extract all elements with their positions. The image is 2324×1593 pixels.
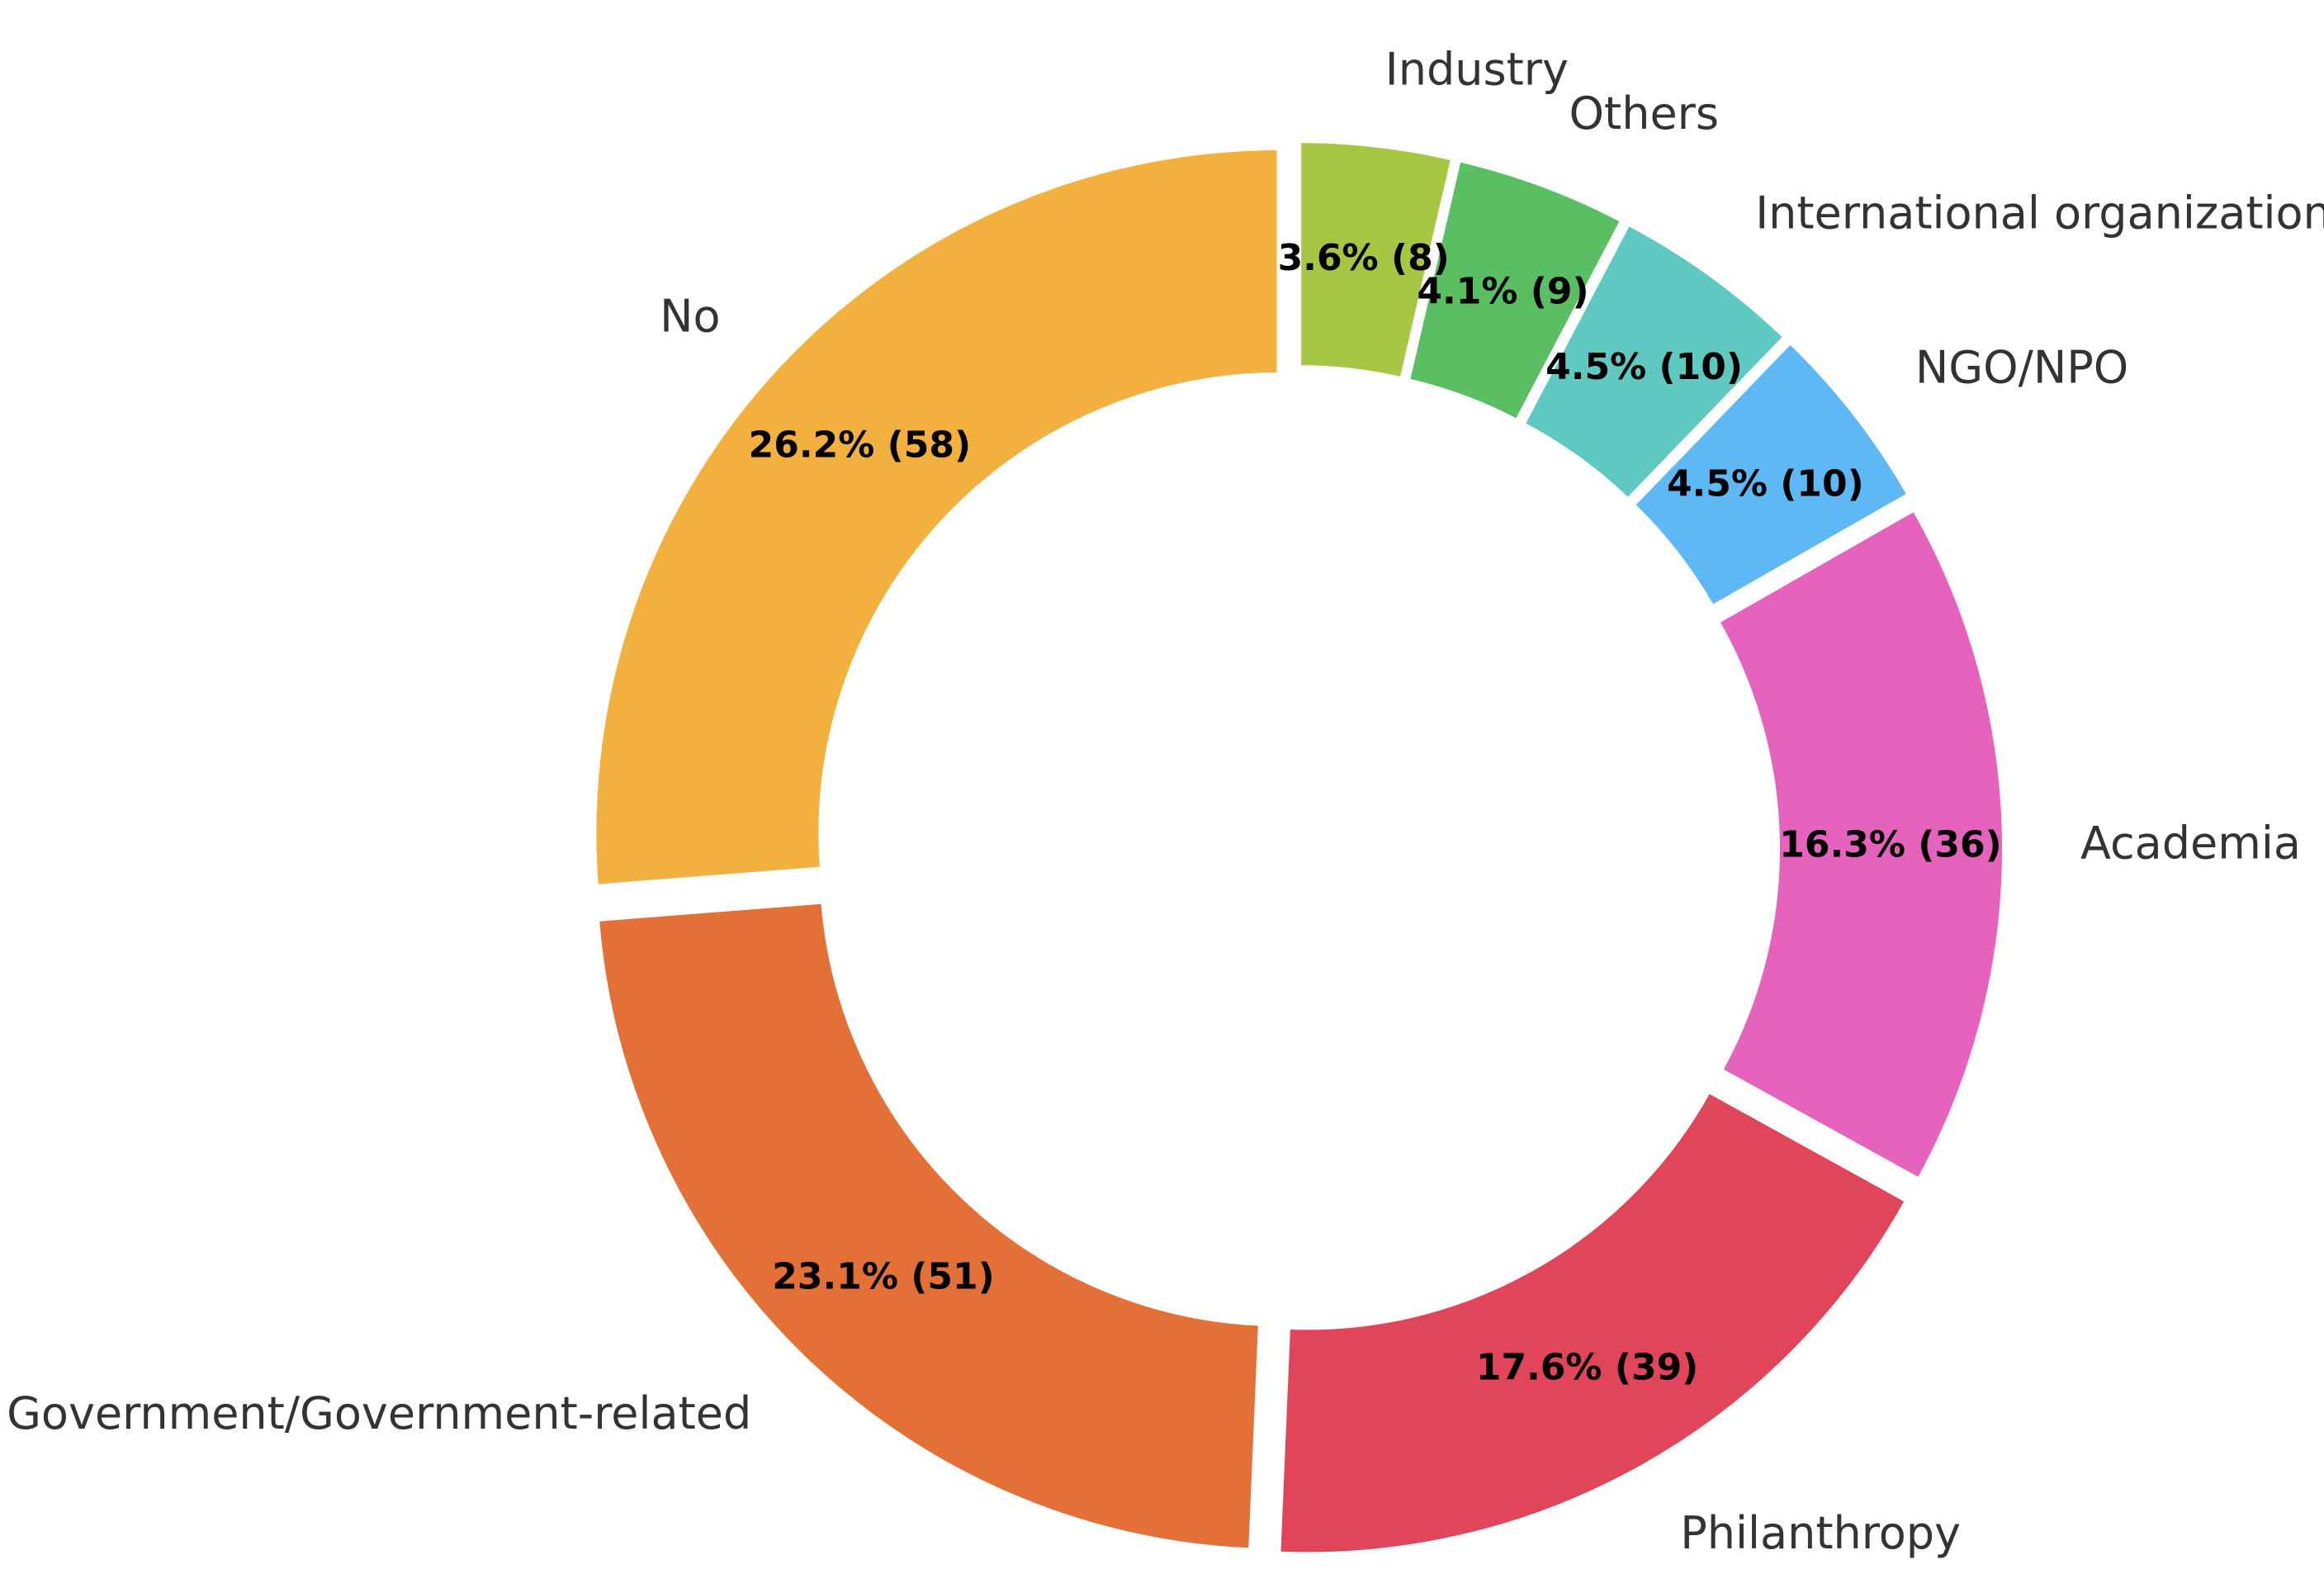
category-label-no: No	[660, 291, 720, 343]
value-label-industry: 3.6% (8)	[1278, 237, 1450, 279]
value-label-no: 26.2% (58)	[749, 424, 971, 467]
slice-government-government-related	[594, 898, 1264, 1553]
value-labels: 3.6% (8)4.1% (9) 4.5% (10) 4.5% (10) 16.3% …	[749, 237, 2002, 1388]
slice-international-organization	[1519, 220, 1790, 505]
slice-others	[1404, 156, 1626, 425]
slice-no	[591, 145, 1282, 890]
category-label-industry: Industry	[1385, 44, 1569, 96]
slice-industry	[1296, 138, 1456, 383]
category-label-philanthropy: Philanthropy	[1680, 1507, 1961, 1559]
category-label-others: Others	[1569, 88, 1719, 140]
value-label-ngo-npo: 4.5% (10)	[1667, 462, 1864, 505]
value-label-international-organization: 4.5% (10)	[1545, 346, 1743, 388]
slice-academia	[1713, 505, 2007, 1184]
category-label-academia: Academia	[2080, 818, 2301, 870]
value-label-others: 4.1% (9)	[1417, 270, 1588, 312]
slice-ngo-npo	[1629, 338, 1913, 611]
slices	[591, 138, 2007, 1557]
category-label-government-government-related: Government/Government-related	[7, 1387, 751, 1439]
value-label-philanthropy: 17.6% (39)	[1476, 1346, 1698, 1388]
slice-philanthropy	[1276, 1087, 1911, 1557]
value-label-government-government-related: 23.1% (51)	[772, 1256, 994, 1298]
category-label-international-organization: International organization	[1755, 187, 2324, 239]
category-label-ngo-npo: NGO/NPO	[1915, 341, 2128, 393]
value-label-academia: 16.3% (36)	[1779, 823, 2001, 865]
